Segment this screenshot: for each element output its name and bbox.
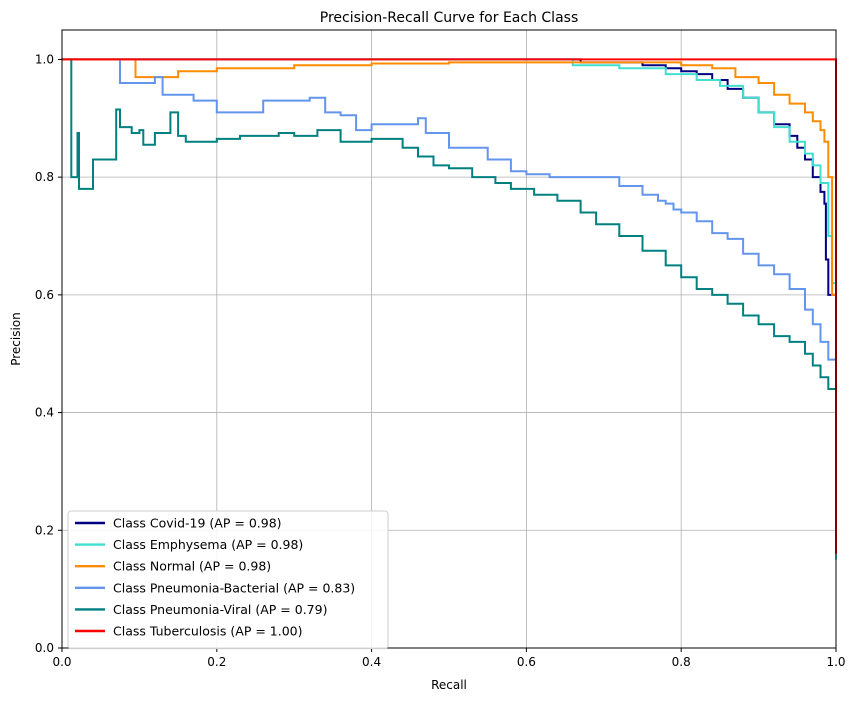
series-line-2 [62, 58, 837, 560]
chart-title: Precision-Recall Curve for Each Class [320, 10, 578, 26]
x-tick-label: 0.2 [207, 655, 226, 669]
legend: Class Covid-19 (AP = 0.98) Class Emphysem… [67, 510, 389, 650]
y-tick-label: 0.0 [35, 641, 54, 655]
y-tick-label: 0.2 [35, 523, 54, 537]
x-tick-label: 1.0 [826, 655, 845, 669]
series-line-4 [116, 58, 837, 448]
series-line-5 [69, 58, 837, 454]
legend-entry: Class Pneumonia-Bacterial (AP = 0.83) [113, 580, 355, 595]
x-tick-label: 0.4 [362, 655, 381, 669]
series-lines [62, 58, 837, 560]
x-tick-label: 0.8 [672, 655, 691, 669]
y-tick-label: 1.0 [35, 52, 54, 66]
y-tick-label: 0.4 [35, 406, 54, 420]
legend-entry: Class Pneumonia-Viral (AP = 0.79) [113, 602, 327, 617]
y-tick-label: 0.8 [35, 170, 54, 184]
x-axis-label: Recall [431, 678, 467, 692]
plot-frame [61, 29, 837, 649]
x-tick-label: 0.0 [52, 655, 71, 669]
series-line-3 [62, 58, 837, 384]
y-tick-label: 0.6 [35, 288, 54, 302]
x-tick-label: 0.6 [517, 655, 536, 669]
legend-box [67, 510, 389, 650]
legend-entry: Class Covid-19 (AP = 0.98) [113, 516, 282, 531]
legend-entry: Class Emphysema (AP = 0.98) [113, 537, 303, 552]
y-axis-label: Precision [9, 312, 23, 366]
axis-ticks: 0.0 0.2 0.4 0.6 0.8 1.0 0.0 0.2 0.4 0.6 0.8 1.0 [35, 52, 846, 669]
legend-entry: Class Normal (AP = 0.98) [113, 559, 271, 574]
legend-entry: Class Tuberculosis (AP = 1.00) [113, 624, 303, 639]
